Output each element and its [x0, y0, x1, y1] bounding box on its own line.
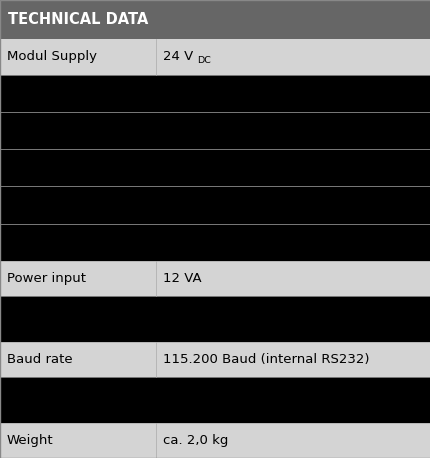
Bar: [0, 342, 430, 377]
Text: TECHNICAL DATA: TECHNICAL DATA: [8, 12, 148, 27]
Text: 12 VA: 12 VA: [163, 272, 201, 285]
Text: ca. 2,0 kg: ca. 2,0 kg: [163, 434, 228, 447]
Text: Baud rate: Baud rate: [7, 353, 73, 366]
Bar: [0, 296, 430, 342]
Bar: [0, 224, 430, 261]
Text: Power input: Power input: [7, 272, 86, 285]
Text: Modul Supply: Modul Supply: [7, 50, 97, 64]
Text: 115.200 Baud (internal RS232): 115.200 Baud (internal RS232): [163, 353, 369, 366]
Bar: [0, 39, 430, 75]
Text: DC: DC: [197, 56, 210, 65]
Bar: [0, 423, 430, 458]
Bar: [0, 112, 430, 149]
Bar: [0, 0, 430, 39]
Bar: [0, 75, 430, 112]
Bar: [0, 261, 430, 296]
Text: Weight: Weight: [7, 434, 53, 447]
Bar: [0, 149, 430, 186]
Text: 24 V: 24 V: [163, 50, 193, 64]
Bar: [0, 186, 430, 224]
Bar: [0, 377, 430, 423]
